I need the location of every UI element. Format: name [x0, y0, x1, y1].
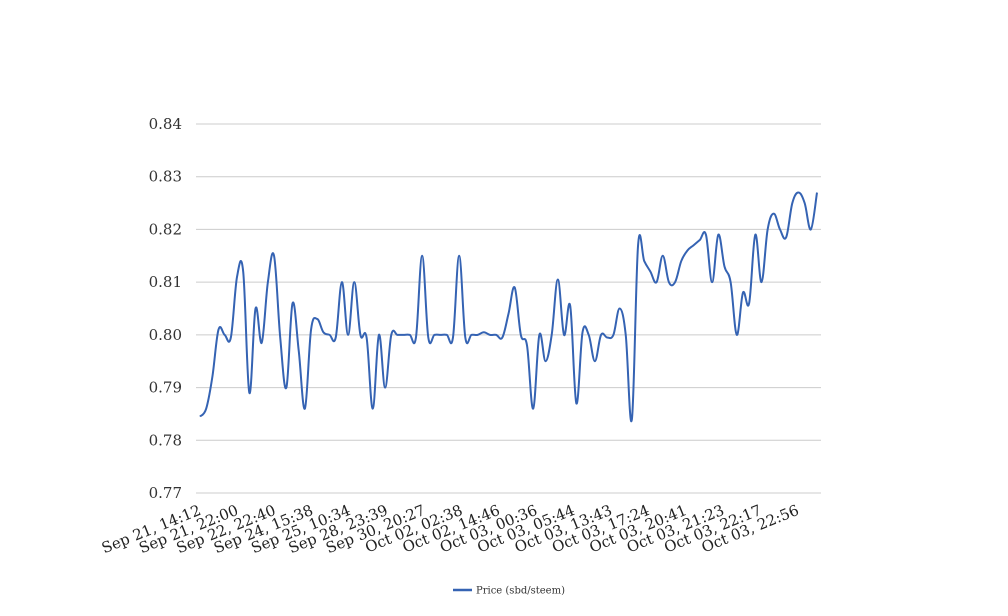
y-tick-label: 0.77 [149, 484, 182, 502]
y-axis-ticks: 0.77 0.78 0.79 0.80 0.81 0.82 0.83 0.84 [149, 115, 182, 502]
y-tick-label: 0.79 [149, 379, 182, 397]
legend-label: Price (sbd/steem) [476, 586, 565, 597]
y-tick-label: 0.84 [149, 115, 182, 133]
series-line [199, 191, 818, 423]
legend: Price (sbd/steem) [453, 586, 565, 597]
y-tick-label: 0.82 [149, 220, 182, 238]
y-tick-label: 0.81 [149, 273, 182, 291]
series-layer [199, 191, 818, 423]
y-tick-label: 0.80 [149, 326, 182, 344]
y-tick-label: 0.78 [149, 431, 182, 449]
gridlines [196, 123, 821, 494]
y-tick-label: 0.83 [149, 168, 182, 186]
